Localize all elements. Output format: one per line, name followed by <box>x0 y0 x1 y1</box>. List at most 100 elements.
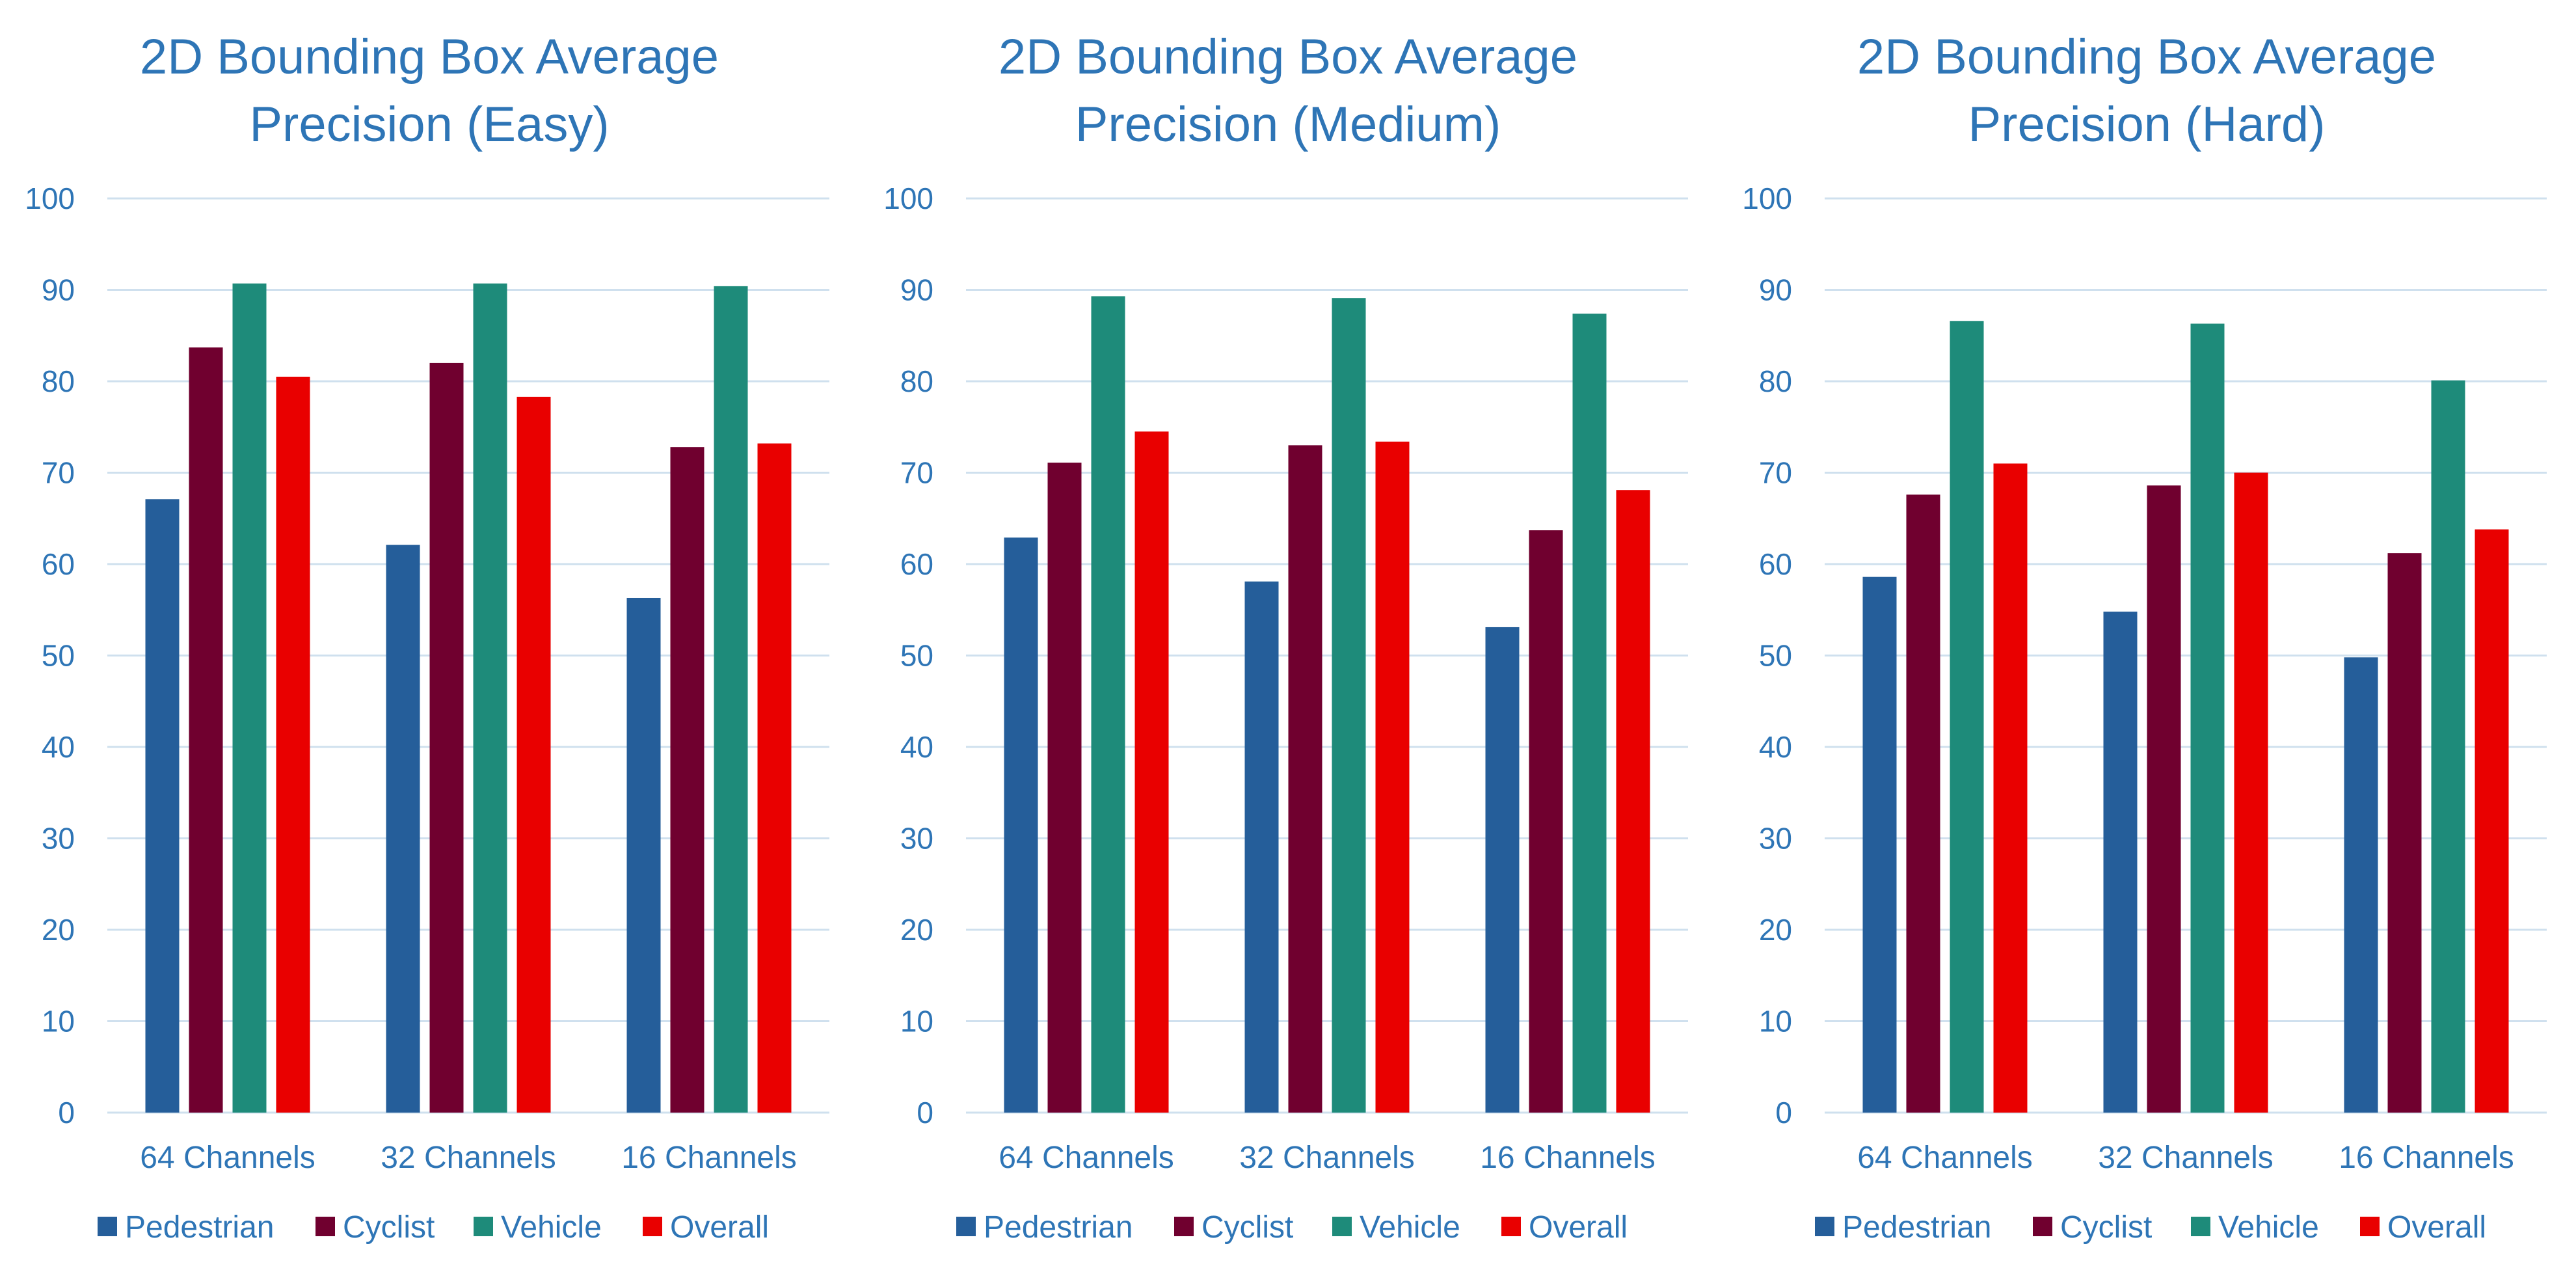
bar-cyclist <box>1047 463 1082 1113</box>
y-tick-label: 30 <box>1759 822 1792 856</box>
y-tick-label: 60 <box>42 547 75 581</box>
x-category-label: 64 Channels <box>999 1141 1174 1175</box>
y-tick-label: 0 <box>58 1096 75 1130</box>
y-tick-label: 90 <box>1759 273 1792 307</box>
legend-label: Overall <box>670 1210 769 1245</box>
legend-label: Cyclist <box>343 1210 435 1245</box>
bar-cyclist <box>1906 494 1940 1113</box>
bar-cyclist <box>429 362 464 1113</box>
bar-pedestrian <box>386 545 420 1113</box>
x-category-label: 32 Channels <box>2098 1141 2274 1175</box>
legend-label: Pedestrian <box>984 1210 1133 1245</box>
y-tick-label: 20 <box>900 913 933 947</box>
y-tick-label: 90 <box>900 273 933 307</box>
y-tick-label: 60 <box>1759 547 1792 581</box>
x-category-label: 32 Channels <box>1239 1141 1415 1175</box>
legend-swatch <box>2360 1217 2380 1236</box>
y-tick-label: 60 <box>900 547 933 581</box>
y-tick-label: 70 <box>900 456 933 490</box>
legend-label: Vehicle <box>1360 1210 1460 1245</box>
bar-vehicle <box>232 283 267 1113</box>
bar-overall <box>2234 472 2268 1113</box>
bar-vehicle <box>1091 296 1125 1113</box>
bar-cyclist <box>1288 445 1322 1113</box>
legend-swatch <box>643 1217 662 1236</box>
x-category-label: 16 Channels <box>2339 1141 2514 1175</box>
x-category-label: 16 Channels <box>1480 1141 1656 1175</box>
legend-label: Overall <box>1529 1210 1628 1245</box>
legend-swatch <box>315 1217 335 1236</box>
chart-title-line-1: 2D Bounding Box Average <box>140 29 719 85</box>
bar-pedestrian <box>145 499 180 1113</box>
bar-vehicle <box>1332 298 1366 1113</box>
legend-label: Vehicle <box>501 1210 602 1245</box>
y-tick-label: 10 <box>1759 1005 1792 1038</box>
legend-swatch <box>1332 1217 1352 1236</box>
legend-swatch <box>2191 1217 2210 1236</box>
bar-vehicle <box>1950 321 1984 1113</box>
x-category-label: 32 Channels <box>381 1141 556 1175</box>
legend-label: Cyclist <box>1201 1210 1293 1245</box>
legend-label: Pedestrian <box>125 1210 274 1245</box>
bar-overall <box>757 443 792 1113</box>
chart-title-line-2: Precision (Hard) <box>1968 97 2325 152</box>
y-tick-label: 70 <box>42 456 75 490</box>
y-tick-label: 30 <box>42 822 75 856</box>
y-tick-label: 20 <box>42 913 75 947</box>
bar-overall <box>1134 431 1169 1113</box>
x-category-label: 16 Channels <box>621 1141 797 1175</box>
bar-pedestrian <box>1485 627 1520 1113</box>
legend-swatch <box>956 1217 976 1236</box>
bar-vehicle <box>2190 323 2225 1113</box>
bar-pedestrian <box>2103 612 2138 1113</box>
bar-vehicle <box>714 286 748 1113</box>
x-category-label: 64 Channels <box>1857 1141 2033 1175</box>
legend-swatch <box>2033 1217 2052 1236</box>
chart-title-line-2: Precision (Easy) <box>249 97 609 152</box>
y-tick-label: 80 <box>42 364 75 398</box>
bar-overall <box>1993 463 2028 1113</box>
y-tick-label: 80 <box>1759 364 1792 398</box>
legend-swatch <box>474 1217 493 1236</box>
bar-overall <box>1375 441 1410 1113</box>
bar-chart: 2D Bounding Box Average Precision (Medium… <box>883 29 1688 1245</box>
y-tick-label: 70 <box>1759 456 1792 490</box>
legend-label: Pedestrian <box>1842 1210 1991 1245</box>
y-tick-label: 10 <box>42 1005 75 1038</box>
legend-swatch <box>1174 1217 1194 1236</box>
y-tick-label: 40 <box>900 730 933 764</box>
y-tick-label: 50 <box>42 639 75 673</box>
y-tick-label: 0 <box>1775 1096 1792 1130</box>
y-tick-label: 80 <box>900 364 933 398</box>
bar-vehicle <box>1572 314 1607 1113</box>
bar-pedestrian <box>1244 581 1279 1113</box>
y-tick-label: 0 <box>917 1096 933 1130</box>
y-tick-label: 40 <box>42 730 75 764</box>
bar-overall <box>276 376 310 1113</box>
bar-pedestrian <box>626 597 661 1113</box>
chart-title-line-1: 2D Bounding Box Average <box>999 29 1577 85</box>
legend-label: Cyclist <box>2060 1210 2152 1245</box>
bar-cyclist <box>2147 485 2181 1113</box>
legend-label: Overall <box>2387 1210 2486 1245</box>
legend-swatch <box>1501 1217 1521 1236</box>
bar-cyclist <box>1529 530 1563 1113</box>
y-tick-label: 10 <box>900 1005 933 1038</box>
chart-panel: 2D Bounding Box Average Precision (Medium… <box>859 0 1717 1272</box>
legend-label: Vehicle <box>2218 1210 2319 1245</box>
y-tick-label: 50 <box>1759 639 1792 673</box>
bar-vehicle <box>473 283 507 1113</box>
bar-vehicle <box>2431 380 2465 1113</box>
y-tick-label: 20 <box>1759 913 1792 947</box>
bar-pedestrian <box>1004 537 1038 1113</box>
y-tick-label: 100 <box>25 182 75 215</box>
bar-chart: 2D Bounding Box Average Precision (Easy) 0… <box>25 29 829 1245</box>
y-tick-label: 100 <box>1742 182 1792 215</box>
bar-cyclist <box>670 447 704 1113</box>
y-tick-label: 50 <box>900 639 933 673</box>
chart-panel: 2D Bounding Box Average Precision (Hard) 0… <box>1717 0 2576 1272</box>
bar-overall <box>1616 490 1650 1113</box>
chart-title-line-2: Precision (Medium) <box>1075 97 1501 152</box>
bar-cyclist <box>189 347 223 1113</box>
